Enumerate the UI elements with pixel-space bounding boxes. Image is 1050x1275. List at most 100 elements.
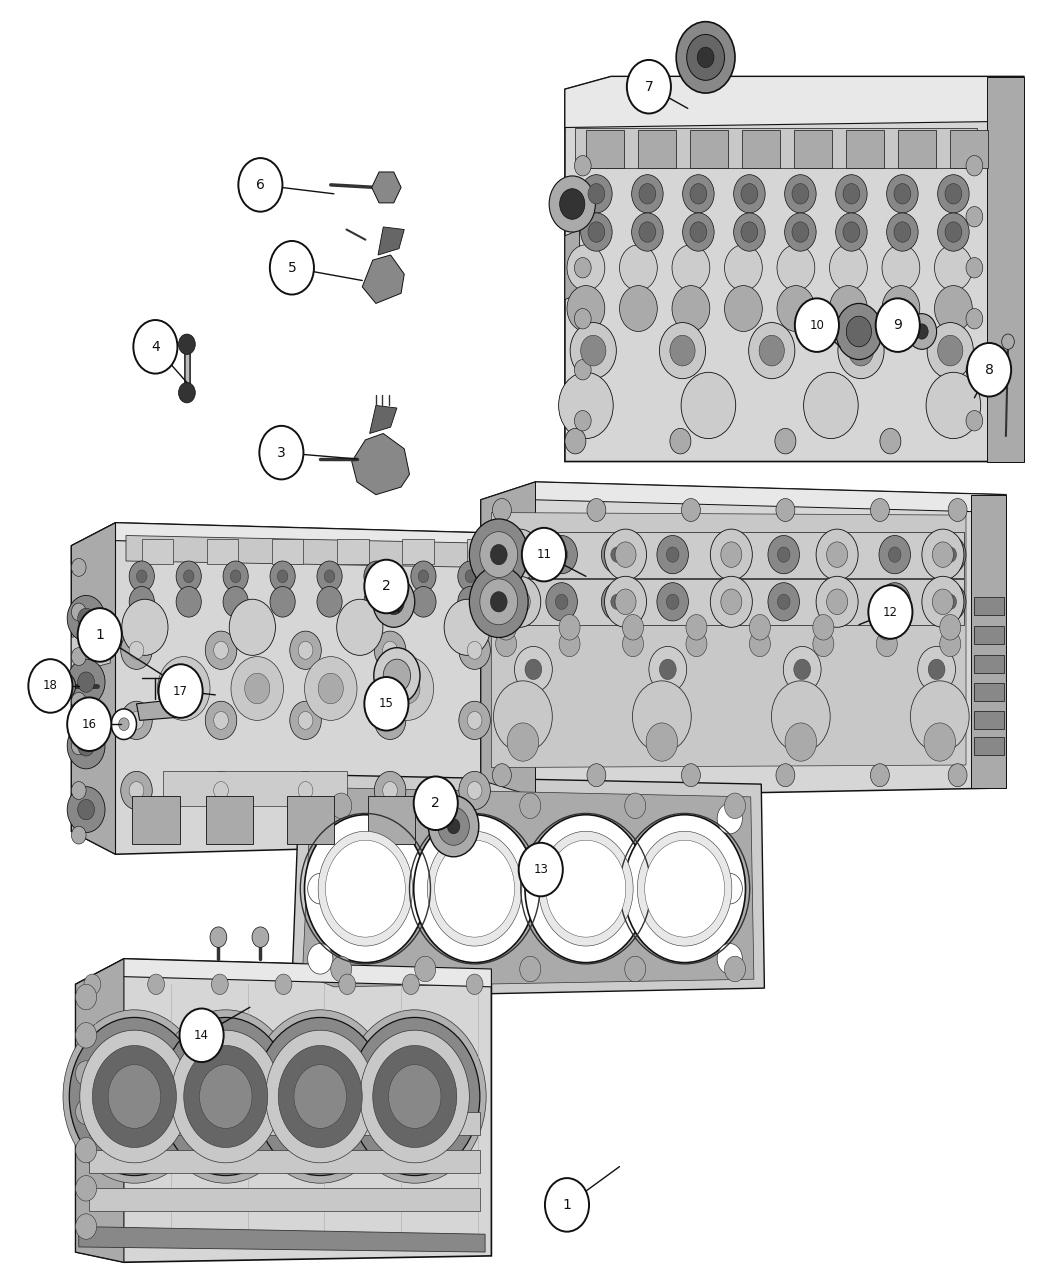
Text: 5: 5 bbox=[288, 261, 296, 274]
Circle shape bbox=[966, 309, 983, 329]
Circle shape bbox=[480, 532, 518, 578]
Circle shape bbox=[602, 536, 633, 574]
Circle shape bbox=[466, 974, 483, 994]
Circle shape bbox=[843, 184, 860, 204]
Circle shape bbox=[639, 222, 656, 242]
Circle shape bbox=[331, 956, 352, 982]
Circle shape bbox=[724, 956, 746, 982]
Circle shape bbox=[324, 570, 335, 583]
Circle shape bbox=[734, 213, 765, 251]
Circle shape bbox=[546, 583, 578, 621]
Polygon shape bbox=[481, 482, 1006, 797]
Circle shape bbox=[813, 615, 834, 640]
Circle shape bbox=[304, 815, 426, 963]
Circle shape bbox=[509, 589, 530, 615]
Circle shape bbox=[339, 974, 356, 994]
Circle shape bbox=[55, 673, 76, 699]
Circle shape bbox=[383, 589, 404, 615]
Circle shape bbox=[411, 586, 436, 617]
Circle shape bbox=[879, 536, 910, 574]
Circle shape bbox=[690, 222, 707, 242]
Circle shape bbox=[71, 737, 86, 755]
Circle shape bbox=[210, 927, 227, 947]
Circle shape bbox=[686, 631, 707, 657]
Circle shape bbox=[605, 576, 647, 627]
Circle shape bbox=[176, 586, 202, 617]
Circle shape bbox=[928, 659, 945, 680]
Circle shape bbox=[382, 641, 397, 659]
Polygon shape bbox=[292, 775, 764, 997]
Circle shape bbox=[230, 570, 240, 583]
Circle shape bbox=[776, 764, 795, 787]
Text: 1: 1 bbox=[563, 1198, 571, 1211]
Circle shape bbox=[926, 372, 981, 439]
Circle shape bbox=[682, 175, 714, 213]
Polygon shape bbox=[378, 227, 404, 255]
Circle shape bbox=[750, 631, 771, 657]
Bar bbox=[950, 130, 988, 168]
Circle shape bbox=[337, 599, 383, 655]
Circle shape bbox=[223, 561, 248, 592]
Circle shape bbox=[624, 815, 745, 963]
Circle shape bbox=[794, 659, 811, 680]
Circle shape bbox=[121, 631, 152, 669]
Circle shape bbox=[888, 547, 901, 562]
Polygon shape bbox=[496, 532, 964, 578]
Circle shape bbox=[364, 561, 390, 592]
Circle shape bbox=[741, 184, 758, 204]
Circle shape bbox=[184, 1046, 268, 1148]
Circle shape bbox=[945, 184, 962, 204]
Circle shape bbox=[318, 673, 343, 704]
Circle shape bbox=[78, 672, 94, 692]
Circle shape bbox=[934, 536, 966, 574]
Circle shape bbox=[496, 615, 517, 640]
Circle shape bbox=[826, 589, 847, 615]
Bar bbox=[206, 796, 253, 844]
Circle shape bbox=[559, 372, 613, 439]
Circle shape bbox=[879, 583, 910, 621]
Circle shape bbox=[560, 189, 585, 219]
Circle shape bbox=[438, 807, 469, 845]
Circle shape bbox=[546, 840, 626, 937]
Circle shape bbox=[894, 222, 910, 242]
Circle shape bbox=[211, 974, 228, 994]
Circle shape bbox=[245, 673, 270, 704]
Circle shape bbox=[374, 648, 420, 704]
Circle shape bbox=[298, 641, 313, 659]
Circle shape bbox=[670, 428, 691, 454]
Circle shape bbox=[838, 323, 884, 379]
Circle shape bbox=[792, 222, 809, 242]
Circle shape bbox=[922, 576, 964, 627]
Circle shape bbox=[28, 659, 72, 713]
Circle shape bbox=[129, 641, 144, 659]
Circle shape bbox=[490, 592, 507, 612]
Text: 18: 18 bbox=[43, 680, 58, 692]
Circle shape bbox=[317, 586, 342, 617]
Circle shape bbox=[411, 561, 436, 592]
Circle shape bbox=[414, 815, 536, 963]
Circle shape bbox=[373, 576, 415, 627]
Circle shape bbox=[886, 175, 918, 213]
Circle shape bbox=[768, 536, 799, 574]
Bar bbox=[132, 796, 180, 844]
Circle shape bbox=[206, 631, 237, 669]
Circle shape bbox=[435, 840, 514, 937]
Circle shape bbox=[383, 659, 411, 692]
Circle shape bbox=[388, 1065, 441, 1128]
Bar bbox=[974, 737, 1004, 755]
Circle shape bbox=[121, 701, 152, 739]
Circle shape bbox=[372, 570, 382, 583]
Circle shape bbox=[574, 309, 591, 329]
Circle shape bbox=[639, 184, 656, 204]
Circle shape bbox=[275, 974, 292, 994]
Circle shape bbox=[741, 222, 758, 242]
Circle shape bbox=[623, 615, 644, 640]
Circle shape bbox=[278, 1046, 362, 1148]
Circle shape bbox=[467, 782, 482, 799]
Circle shape bbox=[910, 681, 969, 752]
Circle shape bbox=[494, 681, 552, 752]
Circle shape bbox=[657, 583, 689, 621]
Circle shape bbox=[565, 428, 586, 454]
Circle shape bbox=[823, 583, 855, 621]
Circle shape bbox=[615, 542, 636, 567]
